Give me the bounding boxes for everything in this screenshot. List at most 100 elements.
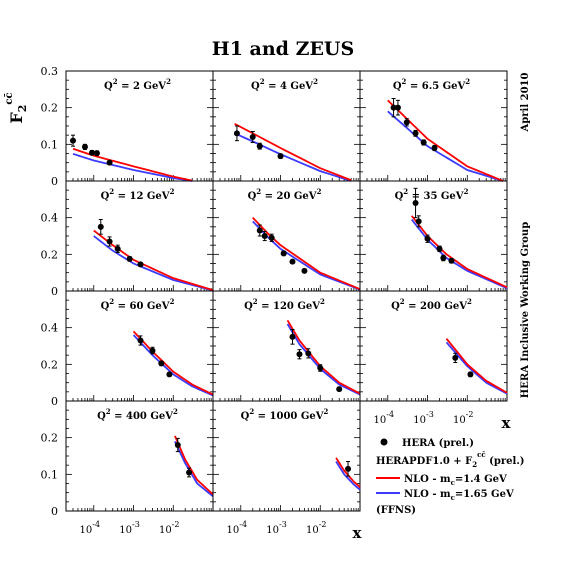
q2-value: = 60 GeV — [114, 301, 170, 312]
q2-symbol-sup: 2 — [402, 77, 407, 86]
q2-value: = 120 GeV — [258, 301, 321, 312]
data-point-marker — [394, 104, 401, 111]
data-point-marker — [261, 233, 268, 239]
q2-symbol-sup: 2 — [400, 297, 405, 306]
y-tick-label: 0.4 — [41, 322, 59, 335]
data-point — [186, 467, 193, 478]
data-point-marker — [137, 337, 144, 344]
data-point — [277, 153, 284, 160]
q2-symbol: Q — [391, 301, 400, 312]
legend: HERA (prel.) HERAPDF1.0 + F2cc̄ (prel.) … — [376, 438, 525, 516]
legend-pdf-main: HERAPDF1.0 + F — [376, 456, 472, 467]
panel-x-tick-label: 10-4 — [227, 520, 248, 536]
legend-pdf-sub: 2 — [472, 460, 477, 469]
y-tick-label: 0 — [51, 505, 58, 518]
panel: 00.20.4Q2 = 60 GeV2 — [41, 290, 214, 408]
data-point — [390, 98, 397, 118]
data-point-marker — [415, 218, 422, 225]
data-point-marker — [69, 137, 76, 144]
q2-value: = 400 GeV — [111, 411, 174, 422]
q2-unit-sup: 2 — [320, 297, 325, 306]
q2-symbol-sup: 2 — [113, 77, 118, 86]
y-tick-label: 0.1 — [41, 468, 59, 481]
data-point-marker — [174, 442, 181, 448]
legend-line-14-sub: c — [451, 478, 455, 487]
data-point-marker — [440, 255, 447, 261]
q2-symbol-sup: 2 — [403, 187, 408, 196]
q2-unit-sup: 2 — [324, 407, 329, 416]
data-point-marker — [431, 145, 438, 151]
q2-value: = 2 GeV — [118, 81, 167, 92]
panel-q2-label: Q2 = 1000 GeV2 — [241, 407, 329, 422]
x-tick-exp: -4 — [239, 520, 247, 529]
panel: 00.20.4Q2 = 12 GeV2 — [41, 180, 214, 298]
data-point-marker — [149, 347, 156, 354]
data-point — [394, 99, 401, 116]
data-point-marker — [317, 365, 324, 371]
data-point-marker — [289, 258, 296, 265]
panel-q2-label: Q2 = 6.5 GeV2 — [393, 77, 470, 92]
data-point — [412, 129, 419, 137]
panel-q2-label: Q2 = 4 GeV2 — [251, 77, 318, 92]
panel-q2-label: Q2 = 60 GeV2 — [101, 297, 175, 312]
data-point — [256, 224, 263, 237]
data-point — [431, 144, 438, 152]
curve-nlo-14 — [174, 435, 214, 496]
data-point-marker — [126, 255, 133, 262]
data-point — [261, 230, 268, 242]
data-point — [233, 125, 240, 142]
data-point — [126, 255, 133, 262]
data-point-marker — [249, 134, 256, 140]
panel: Q2 = 200 GeV2 — [359, 290, 508, 402]
panel-x-tick-label: 10-4 — [80, 520, 101, 536]
data-point-marker — [452, 354, 459, 361]
x-tick-exp: -3 — [279, 520, 287, 529]
data-point-marker — [280, 250, 287, 257]
q2-symbol: Q — [244, 301, 253, 312]
q2-symbol: Q — [241, 411, 250, 422]
data-point — [296, 349, 303, 360]
x-tick-exp: -2 — [172, 520, 180, 529]
y-tick-label: 0 — [51, 285, 58, 298]
data-point-marker — [412, 130, 419, 137]
y-tick-label: 0 — [51, 395, 58, 408]
legend-x-axis: 10-410-310-2 xx — [353, 410, 512, 542]
x-tick-base: 10 — [266, 525, 279, 536]
data-point — [424, 234, 431, 243]
y-tick-label: 0.1 — [41, 138, 59, 151]
q2-value: = 20 GeV — [261, 191, 317, 202]
q2-value: = 35 GeV — [408, 191, 464, 202]
y-tick-label: 0.2 — [41, 102, 59, 115]
q2-value: = 12 GeV — [114, 191, 170, 202]
data-point-marker — [233, 130, 240, 137]
data-point — [345, 461, 352, 477]
legend-axis-tick-label: 10-3 — [413, 410, 434, 426]
x-tick-base: 10 — [374, 415, 387, 426]
panel: Q2 = 35 GeV2 — [359, 180, 508, 292]
data-point — [93, 150, 100, 157]
legend-line-165-label: NLO - mc=1.65 GeV — [404, 489, 514, 502]
data-point-marker — [403, 119, 410, 126]
legend-pdf-sup: cc̄ — [477, 450, 486, 459]
legend-line-165-suffix: =1.65 GeV — [455, 489, 514, 500]
q2-unit-sup: 2 — [173, 407, 178, 416]
data-point — [305, 348, 312, 359]
panel-q2-label: Q2 = 2 GeV2 — [104, 77, 171, 92]
curve-nlo-165 — [445, 341, 508, 395]
panel-q2-label: Q2 = 200 GeV2 — [391, 297, 472, 312]
y-axis-title-main: F — [7, 112, 26, 124]
y-axis-title: F2cc̄ — [4, 92, 29, 123]
x-tick-base: 10 — [306, 525, 319, 536]
q2-value: = 1000 GeV — [254, 411, 324, 422]
data-point-marker — [97, 223, 104, 230]
data-point-marker — [467, 371, 474, 378]
x-tick-base: 10 — [413, 415, 426, 426]
data-point — [436, 245, 443, 253]
q2-symbol-sup: 2 — [106, 407, 111, 416]
q2-symbol-sup: 2 — [109, 297, 114, 306]
curve-nlo-165 — [387, 110, 504, 182]
x-tick-base: 10 — [227, 525, 240, 536]
curve-nlo-165 — [410, 218, 508, 290]
legend-line-14-prefix: NLO - m — [404, 474, 451, 485]
curve-nlo-165 — [72, 153, 193, 182]
